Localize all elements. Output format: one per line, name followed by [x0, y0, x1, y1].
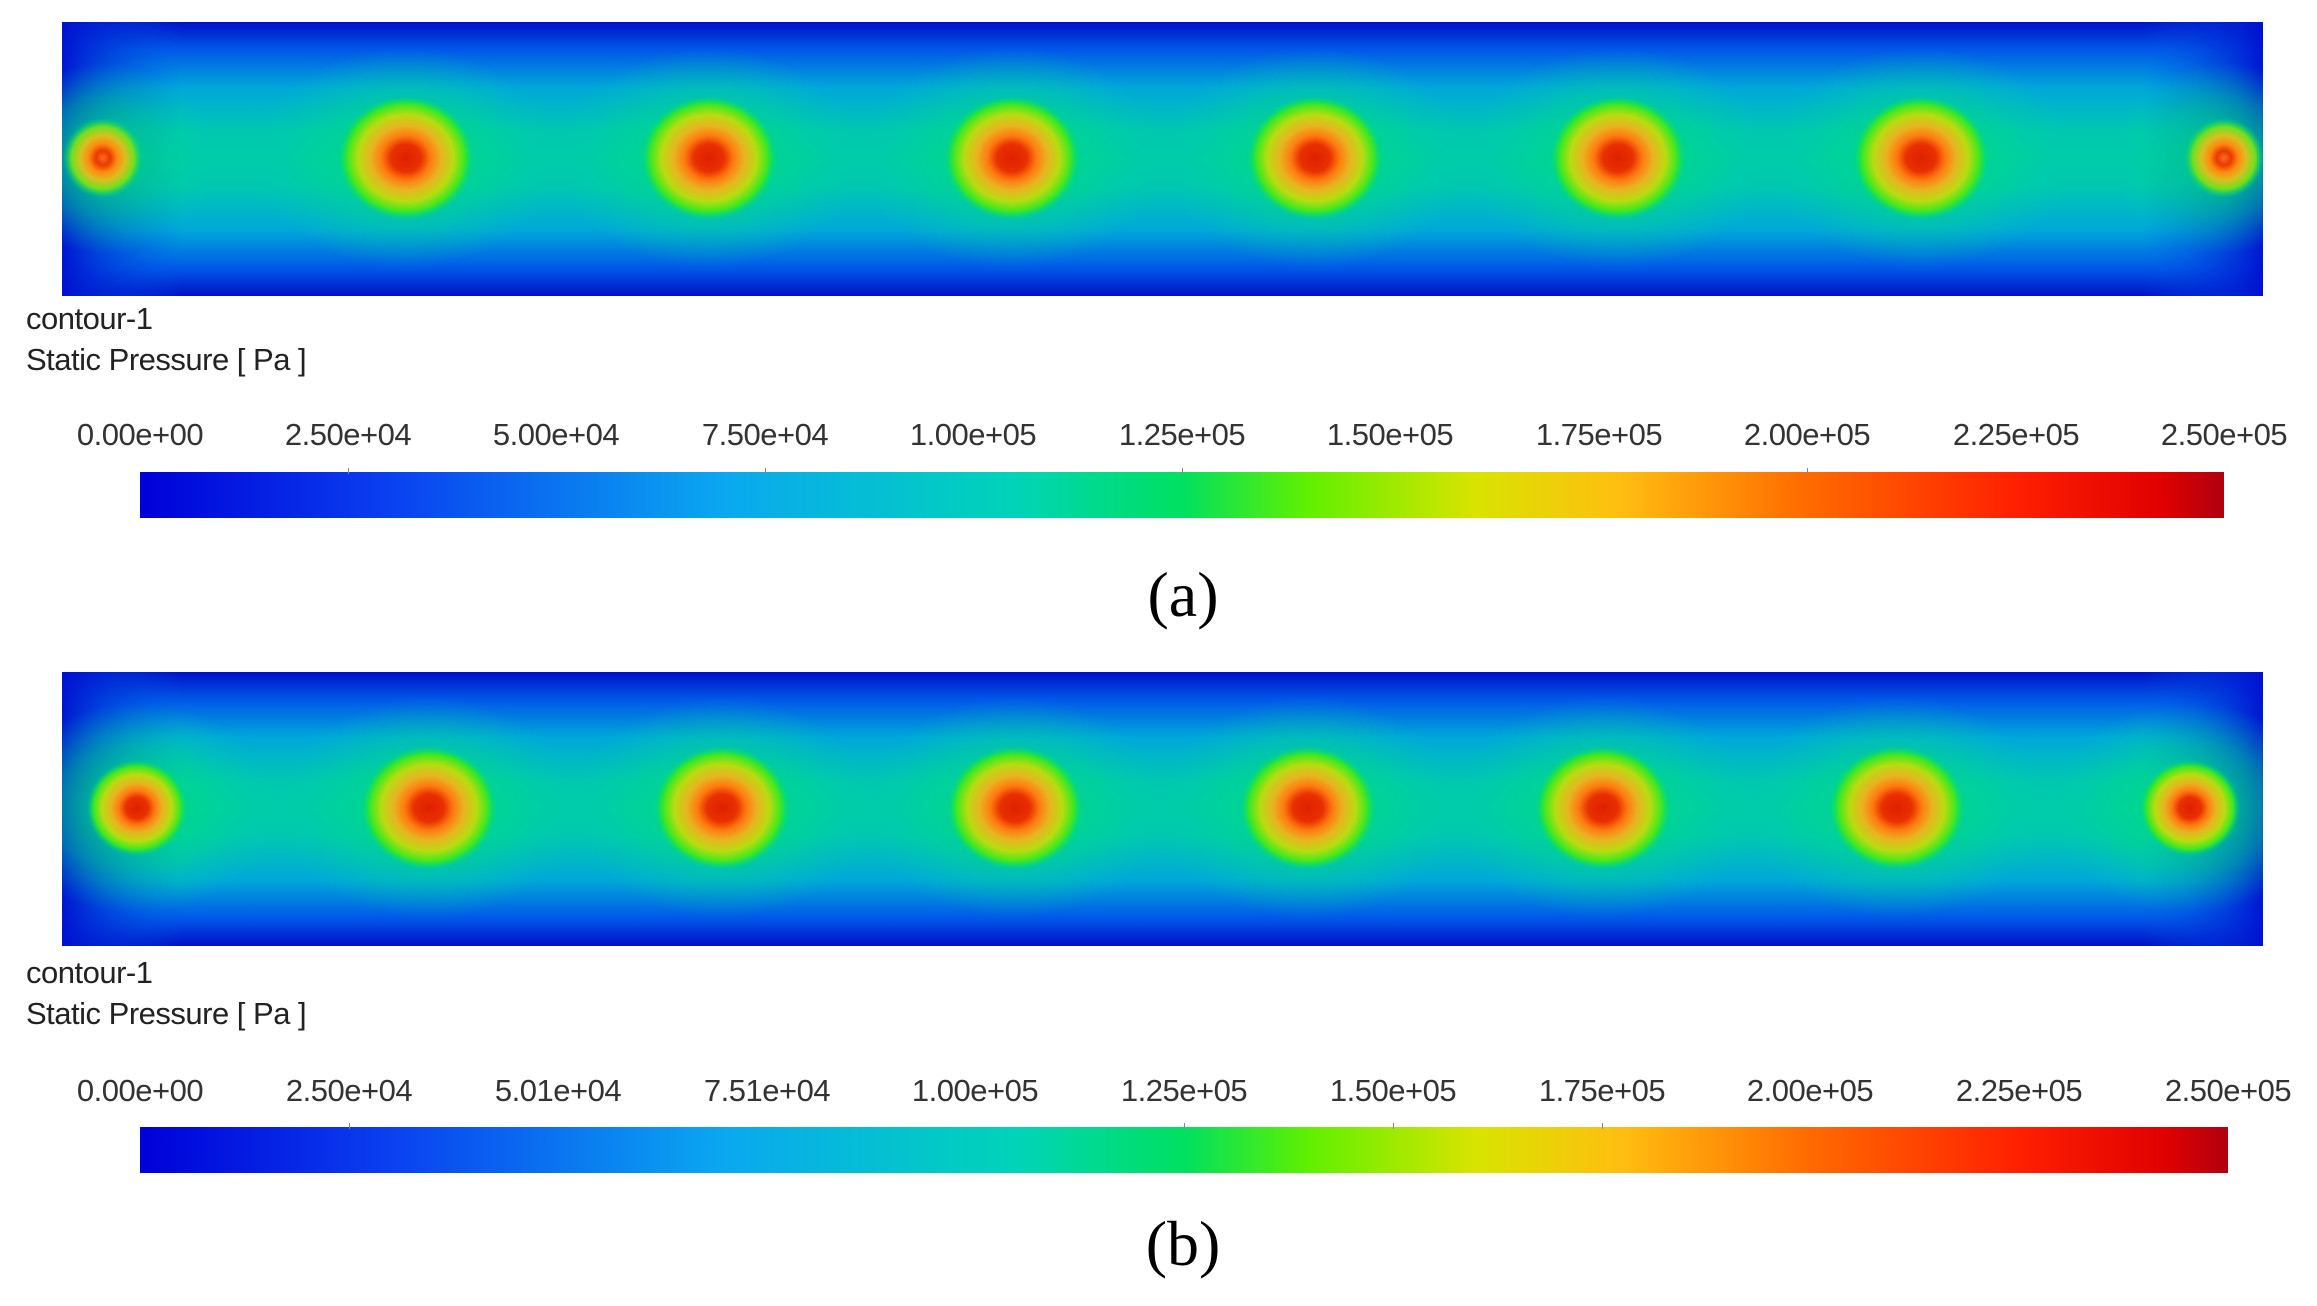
tick-label: 2.50e+05: [2160, 417, 2288, 452]
tick-label: 0.00e+00: [76, 417, 204, 452]
colorbar-tick: [348, 468, 349, 474]
figure-caption-a: (a): [1147, 559, 1219, 630]
tick-label: 1.25e+05: [1118, 417, 1246, 452]
tick-label: 7.51e+04: [703, 1073, 831, 1108]
colorbar: [140, 1123, 2228, 1173]
tick-label: 2.50e+04: [285, 1073, 413, 1108]
colorbar-tick: [349, 1123, 350, 1129]
tick-label: 1.50e+05: [1326, 417, 1454, 452]
tick-label: 1.75e+05: [1535, 417, 1663, 452]
tick-label: 1.00e+05: [909, 417, 1037, 452]
tick-label: 2.50e+04: [284, 417, 412, 452]
tick-label: 7.50e+04: [701, 417, 829, 452]
tick-label: 0.00e+00: [76, 1073, 204, 1108]
figure-caption-b: (b): [1145, 1208, 1221, 1279]
colorbar-tick: [1184, 1123, 1185, 1129]
tick-label: 1.50e+05: [1329, 1073, 1457, 1108]
legend-variable: Static Pressure [ Pa ]: [26, 996, 307, 1031]
pressure-contour-plot: [62, 672, 2263, 946]
tick-label: 1.75e+05: [1538, 1073, 1666, 1108]
panel-a: contour-1 Static Pressure [ Pa ] 0.00e+0…: [0, 0, 2317, 650]
legend-name: contour-1: [26, 955, 153, 990]
colorbar-tick: [1602, 1123, 1603, 1129]
pressure-contour-plot: [62, 22, 2263, 296]
colorbar: [140, 468, 2224, 518]
colorbar-tick: [1807, 468, 1808, 474]
tick-label: 2.25e+05: [1955, 1073, 2083, 1108]
tick-label: 2.25e+05: [1952, 417, 2080, 452]
colorbar-tick: [765, 468, 766, 474]
colorbar-tick: [1393, 1123, 1394, 1129]
tick-label: 1.00e+05: [911, 1073, 1039, 1108]
legend-name: contour-1: [26, 301, 153, 336]
pressure-spots: [62, 698, 2263, 918]
colorbar-tick: [1182, 468, 1183, 474]
tick-label: 2.00e+05: [1746, 1073, 1874, 1108]
tick-label: 2.50e+05: [2164, 1073, 2292, 1108]
tick-label: 5.00e+04: [492, 417, 620, 452]
pressure-spots: [62, 48, 2263, 268]
legend-variable: Static Pressure [ Pa ]: [26, 342, 307, 377]
tick-label: 1.25e+05: [1120, 1073, 1248, 1108]
tick-label: 2.00e+05: [1743, 417, 1871, 452]
tick-label: 5.01e+04: [494, 1073, 622, 1108]
